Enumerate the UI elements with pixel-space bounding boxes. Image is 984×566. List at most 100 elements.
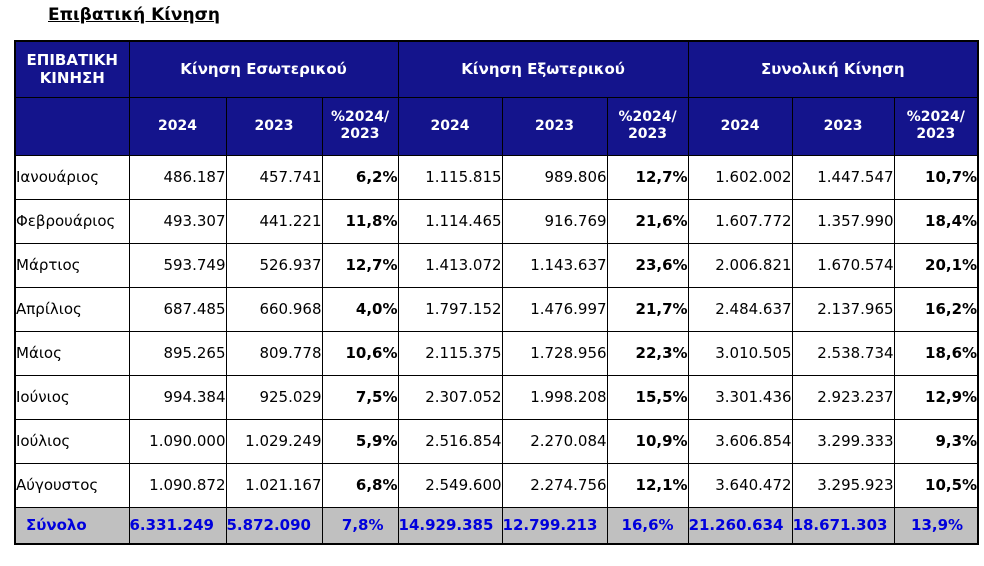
percent-change-cell: 10,5% (893, 462, 979, 508)
value-cell: 1.357.990 (791, 198, 895, 244)
table-row: Ιανουάριος 486.187 457.741 6,2% 1.115.815 989… (14, 154, 979, 200)
value-cell: 916.769 (501, 198, 608, 244)
subheader-total-pct: %2024/ 2023 (893, 96, 979, 156)
percent-change-cell: 10,7% (893, 154, 979, 200)
value-cell: 1.607.772 (687, 198, 793, 244)
value-cell: 2.484.637 (687, 286, 793, 332)
month-cell: Φεβρουάριος (14, 198, 130, 244)
percent-change-cell: 12,1% (606, 462, 689, 508)
percent-change-cell: 6,8% (321, 462, 399, 508)
value-cell: 2.923.237 (791, 374, 895, 420)
percent-change-cell: 5,9% (321, 418, 399, 464)
value-cell: 989.806 (501, 154, 608, 200)
subheader-domestic-2024: 2024 (128, 96, 227, 156)
value-cell: 3.295.923 (791, 462, 895, 508)
value-cell: 994.384 (128, 374, 227, 420)
value-cell: 441.221 (225, 198, 323, 244)
page-title: Επιβατική Κίνηση (48, 5, 220, 25)
month-cell: Ιούνιος (14, 374, 130, 420)
value-cell: 2.516.854 (397, 418, 503, 464)
value-cell: 457.741 (225, 154, 323, 200)
value-cell: 2.137.965 (791, 286, 895, 332)
percent-change-cell: 12,9% (893, 374, 979, 420)
value-cell: 1.413.072 (397, 242, 503, 288)
month-cell: Απρίλιος (14, 286, 130, 332)
value-cell: 3.299.333 (791, 418, 895, 464)
percent-change-cell: 22,3% (606, 330, 689, 376)
percent-change-cell: 12,7% (606, 154, 689, 200)
value-cell: 925.029 (225, 374, 323, 420)
percent-change-cell: 18,4% (893, 198, 979, 244)
percent-change-cell: 23,6% (606, 242, 689, 288)
value-cell: 660.968 (225, 286, 323, 332)
corner-header-spacer (14, 96, 130, 156)
table-row: Απρίλιος 687.485 660.968 4,0% 1.797.152 1.476… (14, 286, 979, 332)
month-cell: Ιούλιος (14, 418, 130, 464)
month-cell: Ιανουάριος (14, 154, 130, 200)
table-row: Μάιος 895.265 809.778 10,6% 2.115.375 1.728.9… (14, 330, 979, 376)
group-header-international: Κίνηση Εξωτερικού (397, 40, 689, 98)
table-row: Ιούλιος 1.090.000 1.029.249 5,9% 2.516.854 2.… (14, 418, 979, 464)
percent-change-cell: 10,9% (606, 418, 689, 464)
value-cell: 809.778 (225, 330, 323, 376)
table-row: Φεβρουάριος 493.307 441.221 11,8% 1.114.465 9… (14, 198, 979, 244)
total-percent-cell: 16,6% (606, 506, 689, 545)
value-cell: 493.307 (128, 198, 227, 244)
percent-change-cell: 12,7% (321, 242, 399, 288)
total-percent-cell: 7,8% (321, 506, 399, 545)
total-percent-cell: 13,9% (893, 506, 979, 545)
value-cell: 3.606.854 (687, 418, 793, 464)
value-cell: 3.301.436 (687, 374, 793, 420)
value-cell: 1.143.637 (501, 242, 608, 288)
value-cell: 1.670.574 (791, 242, 895, 288)
value-cell: 2.006.821 (687, 242, 793, 288)
corner-header: ΕΠΙΒΑΤΙΚΗ ΚΙΝΗΣΗ (14, 40, 130, 98)
value-cell: 895.265 (128, 330, 227, 376)
group-header-domestic: Κίνηση Εσωτερικού (128, 40, 399, 98)
table-row: Αύγουστος 1.090.872 1.021.167 6,8% 2.549.600… (14, 462, 979, 508)
value-cell: 3.640.472 (687, 462, 793, 508)
subheader-domestic-2023: 2023 (225, 96, 323, 156)
value-cell: 1.476.997 (501, 286, 608, 332)
total-value-cell: 21.260.634 (687, 506, 793, 545)
subheader-international-2023: 2023 (501, 96, 608, 156)
value-cell: 1.728.956 (501, 330, 608, 376)
table-row: Μάρτιος 593.749 526.937 12,7% 1.413.072 1.143… (14, 242, 979, 288)
value-cell: 3.010.505 (687, 330, 793, 376)
subheader-domestic-pct: %2024/ 2023 (321, 96, 399, 156)
value-cell: 2.307.052 (397, 374, 503, 420)
percent-change-cell: 21,7% (606, 286, 689, 332)
percent-change-cell: 15,5% (606, 374, 689, 420)
value-cell: 2.115.375 (397, 330, 503, 376)
value-cell: 1.602.002 (687, 154, 793, 200)
table-row: Ιούνιος 994.384 925.029 7,5% 2.307.052 1.998.… (14, 374, 979, 420)
month-cell: Μάιος (14, 330, 130, 376)
total-value-cell: 12.799.213 (501, 506, 608, 545)
value-cell: 1.090.000 (128, 418, 227, 464)
total-row: Σύνολο 6.331.249 5.872.090 7,8% 14.929.385 12… (14, 506, 979, 545)
value-cell: 486.187 (128, 154, 227, 200)
value-cell: 1.797.152 (397, 286, 503, 332)
value-cell: 1.114.465 (397, 198, 503, 244)
month-cell: Μάρτιος (14, 242, 130, 288)
value-cell: 593.749 (128, 242, 227, 288)
total-value-cell: 14.929.385 (397, 506, 503, 545)
passenger-traffic-table: ΕΠΙΒΑΤΙΚΗ ΚΙΝΗΣΗ Κίνηση Εσωτερικού Κίνησ… (14, 40, 980, 545)
group-header-total: Συνολική Κίνηση (687, 40, 979, 98)
percent-change-cell: 18,6% (893, 330, 979, 376)
percent-change-cell: 6,2% (321, 154, 399, 200)
percent-change-cell: 9,3% (893, 418, 979, 464)
subheader-international-pct: %2024/ 2023 (606, 96, 689, 156)
table-header: ΕΠΙΒΑΤΙΚΗ ΚΙΝΗΣΗ Κίνηση Εσωτερικού Κίνησ… (14, 40, 979, 156)
percent-change-cell: 4,0% (321, 286, 399, 332)
table-body: Ιανουάριος 486.187 457.741 6,2% 1.115.815 989… (14, 154, 979, 508)
percent-change-cell: 7,5% (321, 374, 399, 420)
value-cell: 526.937 (225, 242, 323, 288)
total-value-cell: 5.872.090 (225, 506, 323, 545)
value-cell: 1.090.872 (128, 462, 227, 508)
value-cell: 1.115.815 (397, 154, 503, 200)
value-cell: 2.270.084 (501, 418, 608, 464)
value-cell: 687.485 (128, 286, 227, 332)
subheader-total-2024: 2024 (687, 96, 793, 156)
value-cell: 2.549.600 (397, 462, 503, 508)
